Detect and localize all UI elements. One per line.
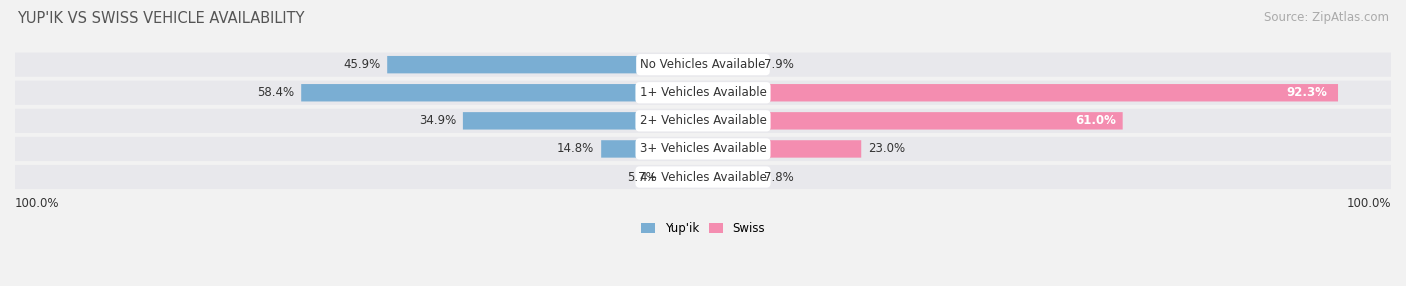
Text: Source: ZipAtlas.com: Source: ZipAtlas.com: [1264, 11, 1389, 24]
FancyBboxPatch shape: [387, 56, 703, 74]
FancyBboxPatch shape: [15, 53, 1391, 77]
FancyBboxPatch shape: [602, 140, 703, 158]
FancyBboxPatch shape: [703, 140, 862, 158]
FancyBboxPatch shape: [15, 81, 1391, 105]
Text: 100.0%: 100.0%: [15, 197, 59, 210]
Text: 45.9%: 45.9%: [343, 58, 381, 71]
Text: 14.8%: 14.8%: [557, 142, 595, 155]
Text: 61.0%: 61.0%: [1076, 114, 1116, 127]
Text: 3+ Vehicles Available: 3+ Vehicles Available: [640, 142, 766, 155]
FancyBboxPatch shape: [664, 168, 703, 186]
Text: 4+ Vehicles Available: 4+ Vehicles Available: [640, 170, 766, 184]
FancyBboxPatch shape: [703, 84, 1339, 102]
Text: 7.8%: 7.8%: [763, 170, 793, 184]
FancyBboxPatch shape: [703, 112, 1122, 130]
Text: 100.0%: 100.0%: [1347, 197, 1391, 210]
FancyBboxPatch shape: [15, 109, 1391, 133]
Text: YUP'IK VS SWISS VEHICLE AVAILABILITY: YUP'IK VS SWISS VEHICLE AVAILABILITY: [17, 11, 304, 26]
FancyBboxPatch shape: [15, 137, 1391, 161]
Legend: Yup'ik, Swiss: Yup'ik, Swiss: [641, 223, 765, 235]
FancyBboxPatch shape: [15, 165, 1391, 189]
FancyBboxPatch shape: [301, 84, 703, 102]
Text: 7.9%: 7.9%: [765, 58, 794, 71]
Text: 2+ Vehicles Available: 2+ Vehicles Available: [640, 114, 766, 127]
Text: 5.7%: 5.7%: [627, 170, 657, 184]
FancyBboxPatch shape: [463, 112, 703, 130]
Text: 58.4%: 58.4%: [257, 86, 294, 99]
Text: No Vehicles Available: No Vehicles Available: [640, 58, 766, 71]
Text: 1+ Vehicles Available: 1+ Vehicles Available: [640, 86, 766, 99]
Text: 92.3%: 92.3%: [1286, 86, 1327, 99]
Text: 34.9%: 34.9%: [419, 114, 456, 127]
Text: 23.0%: 23.0%: [868, 142, 905, 155]
FancyBboxPatch shape: [703, 168, 756, 186]
FancyBboxPatch shape: [703, 56, 758, 74]
